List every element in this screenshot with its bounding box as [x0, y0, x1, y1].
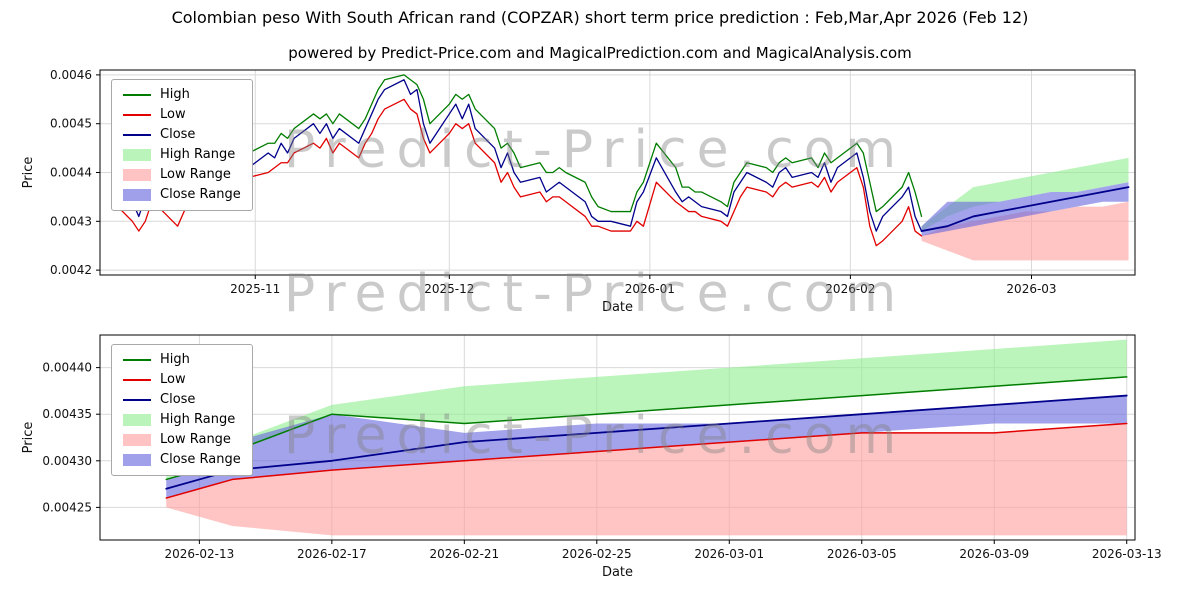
- x-tick-label: 2026-03-01: [694, 547, 764, 561]
- legend-label: High Range: [160, 147, 236, 162]
- legend-label: Close Range: [160, 452, 241, 467]
- x-tick-label: 2026-01: [625, 282, 675, 296]
- y-tick-label: 0.0045: [50, 117, 92, 131]
- x-axis-label: Date: [602, 565, 633, 580]
- legend-item-low: Low: [123, 107, 241, 123]
- x-tick-label: 2025-12: [424, 282, 474, 296]
- legend-label: High: [160, 87, 190, 102]
- high-range-swatch: [123, 149, 151, 161]
- x-tick-label: 2026-03-09: [959, 547, 1029, 561]
- axes-frame: [99, 69, 1136, 276]
- x-tick-label: 2026-02-13: [164, 547, 234, 561]
- high-range-band: [921, 157, 1129, 232]
- y-tick-label: 0.00435: [42, 407, 92, 421]
- legend-label: Close Range: [160, 187, 241, 202]
- low-line: [165, 422, 1128, 499]
- low-range-band: [166, 423, 1127, 536]
- x-tick-label: 2026-02-17: [297, 547, 367, 561]
- close-range-swatch: [123, 189, 151, 201]
- y-tick-label: 0.00430: [42, 454, 92, 468]
- low-swatch: [123, 379, 151, 381]
- legend-label: Close: [160, 127, 196, 142]
- legend-item-low-range: Low Range: [123, 167, 241, 183]
- x-tick-label: 2026-03-13: [1092, 547, 1162, 561]
- high-range-swatch: [123, 414, 151, 426]
- history-and-forecast-plot: 2025-11 2025-12 2026-01 2026-02 2026-03 0.004…: [21, 68, 1136, 315]
- x-tick-label: 2026-02-25: [562, 547, 632, 561]
- legend-label: Low Range: [160, 167, 231, 182]
- legend-bottom: High Low Close High Range Low Range Close Ran…: [111, 344, 253, 476]
- legend-item-close: Close: [123, 392, 241, 408]
- low-range-band: [921, 201, 1129, 261]
- close-swatch: [123, 399, 151, 401]
- low-swatch: [123, 114, 151, 116]
- legend-item-close-range: Close Range: [123, 452, 241, 468]
- legend-item-low: Low: [123, 372, 241, 388]
- y-tick-label: 0.0044: [50, 166, 92, 180]
- x-tick-label: 2026-03-05: [827, 547, 897, 561]
- low-range-swatch: [123, 434, 151, 446]
- legend-top: High Low Close High Range Low Range Close Ran…: [111, 79, 253, 211]
- legend-label: Low Range: [160, 432, 231, 447]
- y-tick-label: 0.0043: [50, 214, 92, 228]
- x-tick-label: 2025-11: [230, 282, 280, 296]
- forecast-detail-plot: 2026-02-13 2026-02-17 2026-02-21 2026-02-25…: [21, 334, 1162, 580]
- legend-item-low-range: Low Range: [123, 432, 241, 448]
- legend-item-close: Close: [123, 127, 241, 143]
- legend-label: High: [160, 352, 190, 367]
- y-axis-label: Price: [21, 157, 36, 189]
- axes-frame: [99, 334, 1136, 541]
- close-range-swatch: [123, 454, 151, 466]
- figure-title: Colombian peso With South African rand (…: [171, 8, 1029, 27]
- x-tick-label: 2026-02: [825, 282, 875, 296]
- x-axis-label: Date: [602, 300, 633, 315]
- y-tick-label: 0.00440: [42, 361, 92, 375]
- legend-item-high: High: [123, 87, 241, 103]
- figure-subtitle: powered by Predict-Price.com and Magical…: [288, 44, 912, 62]
- legend-item-high-range: High Range: [123, 412, 241, 428]
- y-tick-label: 0.00425: [42, 500, 92, 514]
- legend-label: Low: [160, 372, 186, 387]
- x-tick-label: 2026-02-21: [429, 547, 499, 561]
- y-tick-label: 0.0046: [50, 68, 92, 82]
- legend-label: Low: [160, 107, 186, 122]
- x-tick-label: 2026-03: [1006, 282, 1056, 296]
- legend-item-high: High: [123, 352, 241, 368]
- y-axis-label: Price: [21, 422, 36, 454]
- legend-item-close-range: Close Range: [123, 187, 241, 203]
- legend-item-high-range: High Range: [123, 147, 241, 163]
- close-range-band: [921, 182, 1129, 236]
- close-swatch: [123, 134, 151, 136]
- y-tick-label: 0.0042: [50, 263, 92, 277]
- low-range-swatch: [123, 169, 151, 181]
- high-range-band: [166, 339, 1127, 480]
- high-swatch: [123, 94, 151, 96]
- close-range-band: [166, 395, 1127, 499]
- legend-label: High Range: [160, 412, 236, 427]
- high-swatch: [123, 359, 151, 361]
- forecast-close-line: [920, 186, 1130, 232]
- legend-label: Close: [160, 392, 196, 407]
